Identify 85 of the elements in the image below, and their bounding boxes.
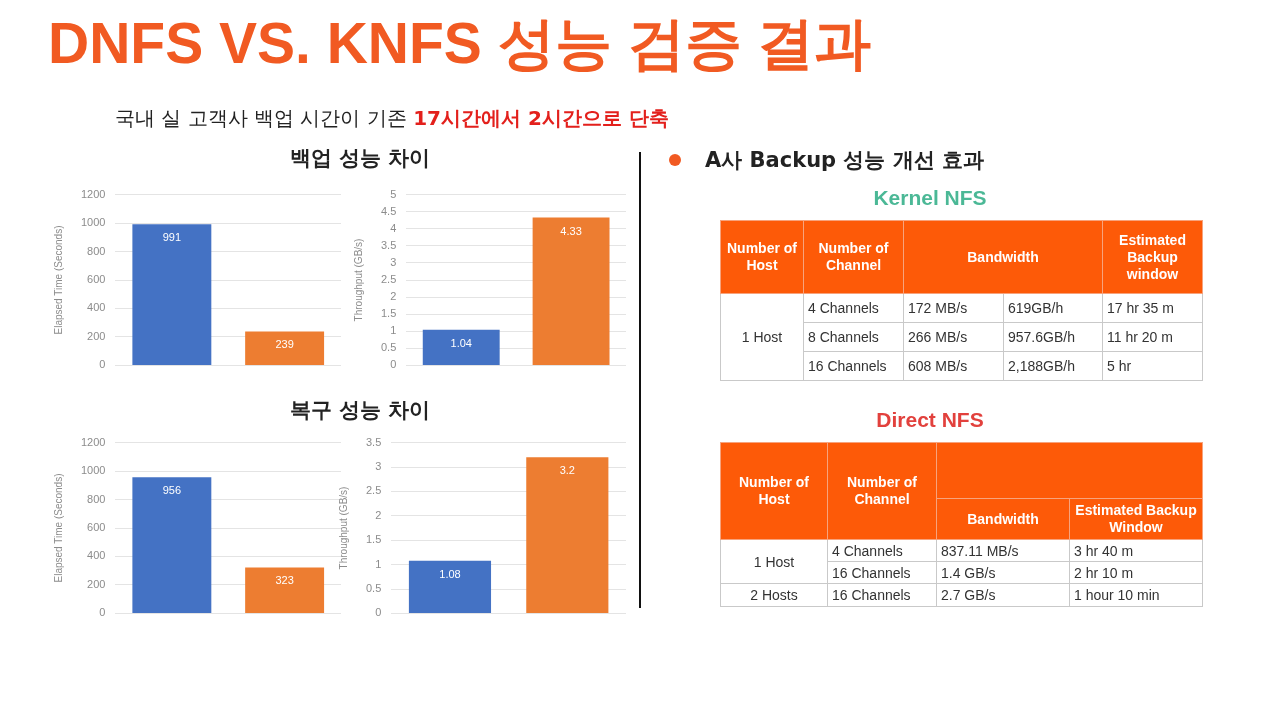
y-tick-label: 3 xyxy=(375,460,382,473)
chart-title: 복구 성능 차이 xyxy=(288,397,432,424)
y-tick-label: 1000 xyxy=(80,216,106,229)
data-label: 1.08 xyxy=(439,567,461,580)
text: DNFS VS. KNFS 성능 검증 결과 xyxy=(48,10,872,77)
text: Number of Host xyxy=(720,220,804,294)
y-tick-label: 1 xyxy=(375,557,382,570)
text: 16 Channels xyxy=(827,583,937,607)
y-tick-label: 1000 xyxy=(80,464,106,477)
text: 2,188GB/h xyxy=(1003,351,1103,381)
text: 837.11 MB/s xyxy=(936,539,1070,562)
data-label: 239 xyxy=(275,338,294,351)
y-tick-label: 0.5 xyxy=(365,582,382,595)
data-label: 991 xyxy=(162,231,182,244)
text: 4 Channels xyxy=(827,539,937,562)
y-tick-label: 1.5 xyxy=(380,307,397,320)
y-tick-label: 4 xyxy=(390,221,397,234)
y-tick-label: 3.5 xyxy=(365,435,382,448)
y-tick-label: 1.5 xyxy=(365,533,382,546)
text: 5 hr xyxy=(1102,351,1203,381)
chart-title: 백업 성능 차이 xyxy=(288,145,432,172)
y-tick-label: 400 xyxy=(87,549,106,562)
y-tick-label: 3 xyxy=(390,255,397,268)
y-tick-label: 4.5 xyxy=(380,204,397,217)
y-tick-label: 1200 xyxy=(80,187,106,200)
text: 1 Host xyxy=(720,293,804,381)
y-axis-title: Elapsed Time (Seconds) xyxy=(52,473,64,583)
y-tick-label: 0 xyxy=(99,606,106,619)
text: 17시간에서 2시간으로 단축 xyxy=(413,106,669,130)
y-tick-label: 0 xyxy=(375,606,382,619)
y-axis-title: Throughput (GB/s) xyxy=(352,238,364,322)
text: 957.6GB/h xyxy=(1003,322,1103,352)
y-tick-label: 400 xyxy=(87,301,106,314)
y-tick-label: 200 xyxy=(87,577,106,590)
y-axis-title: Throughput (GB/s) xyxy=(337,486,349,570)
text: 2 Hosts xyxy=(720,583,828,607)
y-axis-title: Elapsed Time (Seconds) xyxy=(52,225,64,335)
y-tick-label: 0 xyxy=(390,358,397,371)
text: 16 Channels xyxy=(803,351,904,381)
text: Number of Channel xyxy=(827,442,937,540)
data-label: 956 xyxy=(162,484,182,497)
text: Estimated Backup Window xyxy=(1069,498,1203,540)
text: Bandwidth xyxy=(903,220,1103,294)
y-tick-label: 600 xyxy=(87,521,106,534)
text: Direct NFS xyxy=(875,407,985,433)
y-tick-label: 0.5 xyxy=(380,341,397,354)
text: 3 hr 40 m xyxy=(1069,539,1203,562)
y-tick-label: 2.5 xyxy=(380,273,397,286)
text: 266 MB/s xyxy=(903,322,1004,352)
text: 1 hour 10 min xyxy=(1069,583,1203,607)
text: 4 Channels xyxy=(803,293,904,323)
text: 국내 실 고객사 백업 시간이 기존 xyxy=(115,106,407,130)
y-tick-label: 2.5 xyxy=(365,484,382,497)
y-tick-label: 1200 xyxy=(80,435,106,448)
text: A사 Backup 성능 개선 효과 xyxy=(705,147,985,174)
y-tick-label: 800 xyxy=(87,244,106,257)
text: 172 MB/s xyxy=(903,293,1004,323)
text: Number of Host xyxy=(720,442,828,540)
y-tick-label: 0 xyxy=(99,358,106,371)
text: Estimated Backup window xyxy=(1102,220,1203,294)
data-label: 323 xyxy=(275,574,294,587)
y-tick-label: 2 xyxy=(390,290,397,303)
data-label: 1.04 xyxy=(450,336,472,349)
text: 11 hr 20 m xyxy=(1102,322,1203,352)
y-tick-label: 600 xyxy=(87,273,106,286)
y-tick-label: 1 xyxy=(390,324,397,337)
y-tick-label: 2 xyxy=(375,508,382,521)
text: Bandwidth xyxy=(936,498,1070,540)
text: 1 Host xyxy=(720,539,828,584)
y-tick-label: 800 xyxy=(87,492,106,505)
text: 1.4 GB/s xyxy=(936,561,1070,584)
text: 2.7 GB/s xyxy=(936,583,1070,607)
y-tick-label: 200 xyxy=(87,329,106,342)
text: 8 Channels xyxy=(803,322,904,352)
text: 16 Channels xyxy=(827,561,937,584)
text: Kernel NFS xyxy=(872,185,988,211)
y-tick-label: 5 xyxy=(390,187,397,200)
text: 619GB/h xyxy=(1003,293,1103,323)
y-tick-label: 3.5 xyxy=(380,238,397,251)
data-label: 3.2 xyxy=(559,464,575,477)
text: Number of Channel xyxy=(803,220,904,294)
data-label: 4.33 xyxy=(560,224,582,237)
text: 17 hr 35 m xyxy=(1102,293,1203,323)
text: 2 hr 10 m xyxy=(1069,561,1203,584)
text: 608 MB/s xyxy=(903,351,1004,381)
